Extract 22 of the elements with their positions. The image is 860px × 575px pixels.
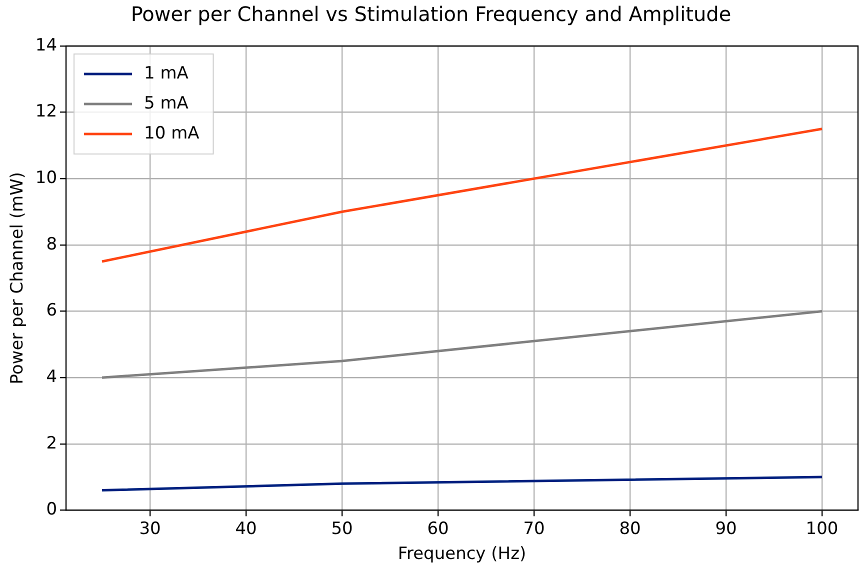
chart-title: Power per Channel vs Stimulation Frequency and Amplitude: [130, 2, 732, 26]
y-tick-label: 2: [46, 433, 58, 454]
legend-label: 10 mA: [144, 123, 200, 144]
y-tick-label: 6: [46, 300, 58, 321]
y-tick-label: 10: [35, 168, 58, 188]
x-tick-label: 90: [715, 518, 737, 539]
y-tick-label: 8: [46, 234, 58, 254]
x-tick-label: 40: [235, 518, 257, 539]
x-tick-label: 70: [523, 518, 545, 539]
legend-label: 5 mA: [144, 93, 189, 114]
legend-label: 1 mA: [144, 63, 189, 84]
x-tick-label: 50: [331, 518, 353, 539]
x-tick-label: 100: [806, 518, 838, 539]
y-axis-title: Power per Channel (mW): [8, 172, 28, 384]
x-tick-label: 60: [427, 518, 449, 539]
y-tick-label: 12: [35, 102, 58, 122]
y-tick-label: 14: [35, 35, 58, 56]
y-tick-label: 4: [46, 366, 58, 387]
y-tick-label: 0: [46, 500, 58, 520]
x-tick-label: 80: [619, 518, 641, 539]
x-axis-title: Frequency (Hz): [398, 544, 526, 564]
x-tick-label: 30: [139, 518, 161, 539]
